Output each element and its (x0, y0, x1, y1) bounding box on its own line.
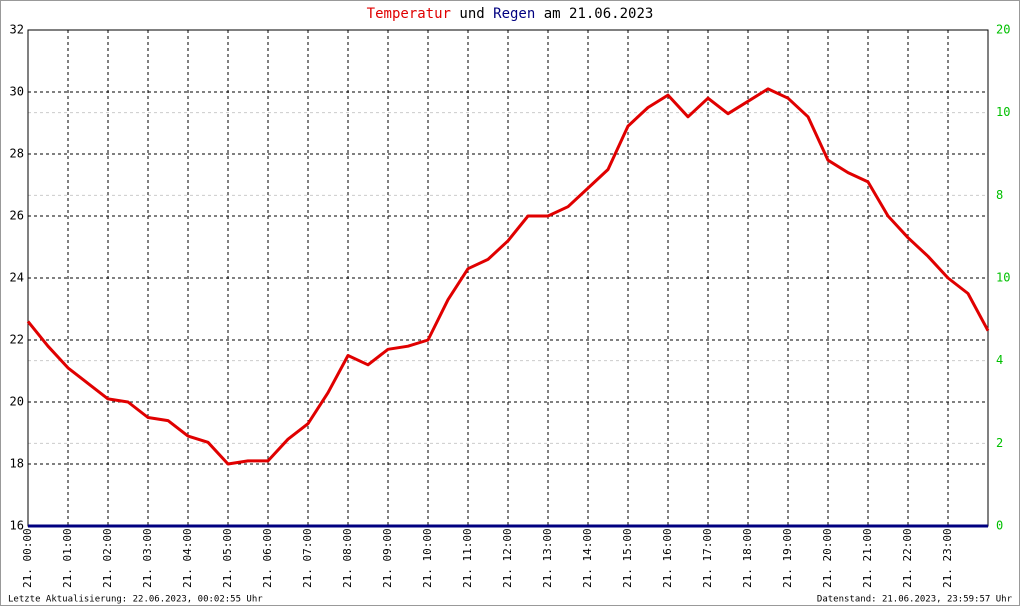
x-tick-label: 21. 13:00 (541, 528, 554, 588)
x-tick-label: 21. 08:00 (341, 528, 354, 588)
title-part: Regen (493, 6, 535, 22)
y2-tick-label: 2 (996, 436, 1003, 450)
y2-tick-label: 4 (996, 353, 1003, 367)
x-tick-label: 21. 17:00 (701, 528, 714, 588)
y-tick-label: 32 (10, 23, 24, 37)
x-tick-label: 21. 19:00 (781, 528, 794, 588)
y2-tick-label: 10 (996, 105, 1010, 119)
y2-tick-label: 8 (996, 188, 1003, 202)
x-tick-label: 21. 00:00 (21, 528, 34, 588)
footer-right: Datenstand: 21.06.2023, 23:59:57 Uhr (817, 595, 1013, 605)
y-tick-label: 16 (10, 519, 24, 533)
x-tick-label: 21. 20:00 (821, 528, 834, 588)
x-tick-label: 21. 07:00 (301, 528, 314, 588)
y-tick-label: 20 (10, 395, 24, 409)
y-tick-label: 26 (10, 209, 24, 223)
x-tick-label: 21. 05:00 (221, 528, 234, 588)
title-part: und (459, 6, 484, 22)
x-tick-label: 21. 21:00 (861, 528, 874, 588)
title-part: am 21.06.2023 (544, 6, 654, 22)
y2-tick-label: 0 (996, 519, 1003, 533)
x-tick-label: 21. 16:00 (661, 528, 674, 588)
y-tick-label: 30 (10, 85, 24, 99)
x-tick-label: 21. 23:00 (941, 528, 954, 588)
footer-left: Letzte Aktualisierung: 22.06.2023, 00:02… (8, 595, 263, 605)
y-tick-label: 28 (10, 147, 24, 161)
y-tick-label: 18 (10, 457, 24, 471)
x-tick-label: 21. 12:00 (501, 528, 514, 588)
y2-tick-label: 20 (996, 23, 1010, 37)
y-tick-label: 22 (10, 333, 24, 347)
y2-tick-label: 10 (996, 271, 1010, 285)
x-tick-label: 21. 15:00 (621, 528, 634, 588)
x-tick-label: 21. 01:00 (61, 528, 74, 588)
x-tick-label: 21. 03:00 (141, 528, 154, 588)
chart-title: Temperatur und Regen am 21.06.2023 (367, 6, 654, 22)
x-tick-label: 21. 18:00 (741, 528, 754, 588)
title-part: Temperatur (367, 6, 451, 22)
x-tick-label: 21. 14:00 (581, 528, 594, 588)
x-tick-label: 21. 06:00 (261, 528, 274, 588)
x-tick-label: 21. 11:00 (461, 528, 474, 588)
x-tick-label: 21. 10:00 (421, 528, 434, 588)
x-tick-label: 21. 09:00 (381, 528, 394, 588)
x-tick-label: 21. 22:00 (901, 528, 914, 588)
x-tick-label: 21. 04:00 (181, 528, 194, 588)
y-tick-label: 24 (10, 271, 24, 285)
x-tick-label: 21. 02:00 (101, 528, 114, 588)
series-line (26, 87, 990, 466)
